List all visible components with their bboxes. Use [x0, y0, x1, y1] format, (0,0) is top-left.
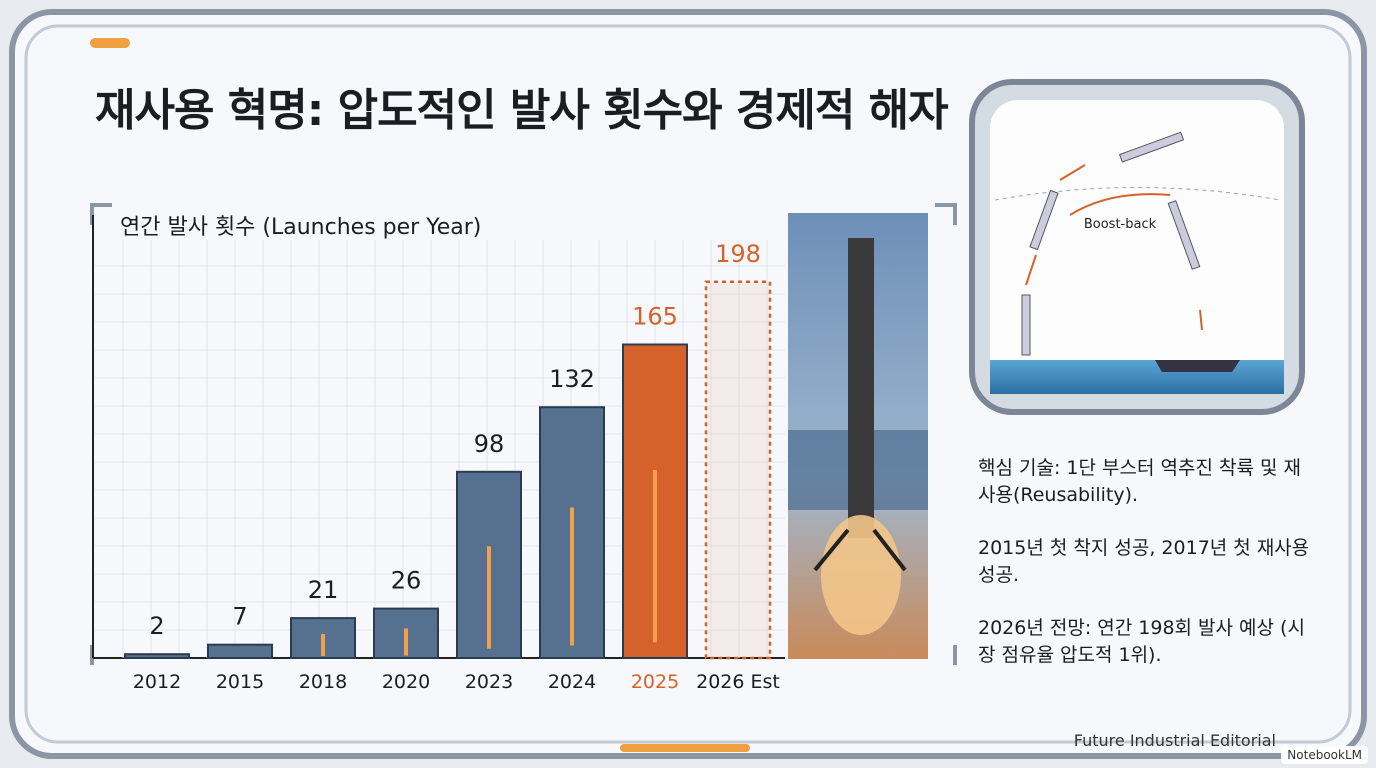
slide-title: 재사용 혁명: 압도적인 발사 횟수와 경제적 해자: [95, 85, 949, 136]
note: 핵심 기술: 1단 부스터 역추진 착륙 및 재사용(Reusability).: [978, 457, 1301, 506]
diagram-ship: [1155, 360, 1240, 372]
note: 2026년 전망: 연간 198회 발사 예상 (시장 점유율 압도적 1위).: [978, 617, 1305, 666]
bar-accent: [653, 469, 657, 643]
value-label: 165: [632, 303, 678, 331]
deco: [620, 744, 750, 752]
diagram-rocket: [1118, 131, 1185, 163]
value-label: 26: [391, 567, 422, 595]
x-tick-label: 2018: [299, 671, 347, 693]
deco: [90, 38, 130, 48]
frame-inner: [24, 24, 1352, 744]
diagram-rocket: [1167, 200, 1201, 270]
bar-accent: [404, 628, 408, 656]
photo-legs: [813, 528, 907, 572]
x-tick-label: 2023: [465, 671, 513, 693]
x-tick-label: 2020: [382, 671, 430, 693]
diagram-horizon: [994, 187, 1281, 201]
value-label: 21: [308, 576, 339, 604]
footer: Future Industrial Editorial: [1073, 731, 1276, 750]
bar-accent: [570, 507, 574, 646]
photo-booster: [848, 238, 874, 538]
diagram-sea: [990, 360, 1284, 394]
x-tick-label: 2012: [133, 671, 181, 693]
bar-accent: [321, 634, 325, 657]
diagram-rocket: [1021, 294, 1031, 356]
bar: [704, 280, 772, 660]
chart-title: 연간 발사 횟수 (Launches per Year): [120, 215, 481, 240]
diagram-arrow: [1025, 164, 1203, 331]
value-label: 132: [549, 365, 595, 393]
x-tick-label: 2025: [631, 671, 679, 693]
bar: [124, 653, 190, 660]
value-label: 98: [474, 430, 505, 458]
note: 2015년 첫 착지 성공, 2017년 첫 재사용 성공.: [978, 537, 1310, 586]
diagram-label: Boost-back: [1084, 217, 1157, 232]
bar: [207, 643, 273, 660]
diagram-bg: [990, 100, 1284, 394]
photo-flame: [821, 515, 901, 635]
value-label: 198: [715, 240, 761, 268]
x-tick-label: 2026 Est: [696, 671, 780, 693]
watermark: NotebookLM: [1281, 746, 1368, 764]
value-label: 7: [232, 603, 247, 631]
notes: 핵심 기술: 1단 부스터 역추진 착륙 및 재사용(Reusability).…: [978, 455, 1318, 695]
x-tick-label: 2015: [216, 671, 264, 693]
bar-accent: [487, 546, 491, 649]
value-label: 2: [149, 612, 164, 640]
x-tick-label: 2024: [548, 671, 596, 693]
chart-bracket: [90, 203, 957, 665]
diagram-rocket: [1029, 189, 1059, 251]
